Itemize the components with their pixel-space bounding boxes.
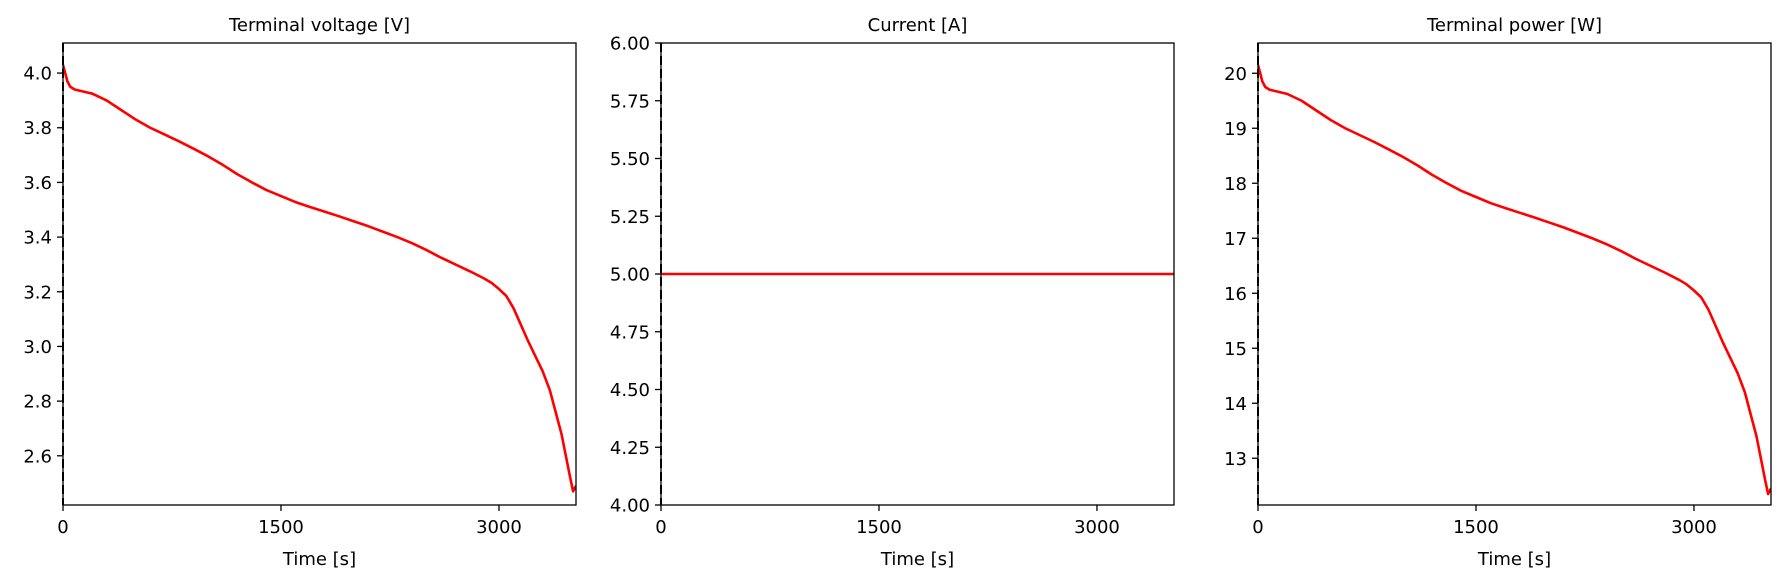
power-panel-xtick-label: 3000 [1671, 517, 1717, 538]
voltage-panel-ytick-label: 2.6 [23, 446, 52, 467]
current-panel-marks: 0 1500 3000 4.00 4.25 4.50 4.75 5.00 5.25 5.50 5.7… [610, 34, 1175, 538]
current-panel-ytick-label: 5.00 [610, 265, 650, 286]
current-panel-ytick-label: 4.50 [610, 380, 650, 401]
power-panel-xtick-label: 0 [1252, 517, 1263, 538]
current-panel-ytick-label: 5.50 [610, 149, 650, 170]
power-panel-ytick-label: 17 [1224, 229, 1247, 250]
voltage-panel-ytick-label: 3.6 [23, 173, 52, 194]
current-panel-ytick-label: 4.00 [610, 496, 650, 517]
power-panel-axes-frame [1257, 42, 1772, 506]
voltage-panel-xtick-label: 1500 [258, 517, 304, 538]
voltage-panel-ytick-label: 3.2 [23, 282, 52, 303]
voltage-panel-ytick-label: 2.8 [23, 392, 52, 413]
voltage-panel-ytick-label: 3.0 [23, 337, 52, 358]
power-panel-ytick-label: 14 [1224, 394, 1247, 415]
current-panel-title: Current [A] [868, 15, 968, 36]
current-panel-xtick-label: 0 [655, 517, 666, 538]
current-panel-ytick-label: 4.75 [610, 322, 650, 343]
current-panel-ytick-label: 4.25 [610, 438, 650, 459]
current-panel-xlabel: Time [s] [880, 549, 954, 570]
current-panel-ytick-label: 6.00 [610, 34, 650, 55]
voltage-panel-xlabel: Time [s] [282, 549, 356, 570]
current-panel-ytick-label: 5.25 [610, 207, 650, 228]
current-panel-xtick-label: 1500 [856, 517, 902, 538]
current-panel-xtick-label: 3000 [1074, 517, 1120, 538]
power-panel-ytick-label: 19 [1224, 119, 1247, 140]
current-panel: Current [A] Time [s] 0 1500 3000 4.00 4.25 4.… [610, 15, 1175, 570]
voltage-panel: Terminal voltage [V] Time [s] 0 1500 3000 2… [23, 15, 577, 570]
power-panel-xlabel: Time [s] [1477, 549, 1551, 570]
current-panel-ytick-label: 5.75 [610, 91, 650, 112]
power-panel-xtick-label: 1500 [1453, 517, 1499, 538]
power-panel-ytick-label: 15 [1224, 339, 1247, 360]
voltage-panel-series-line [63, 64, 576, 493]
voltage-panel-marks: 0 1500 3000 2.6 2.8 3.0 3.2 3.4 3.6 3.8 4.0 [23, 42, 577, 538]
power-panel: Terminal power [W] Time [s] 0 1500 3000 13 1… [1224, 15, 1772, 570]
voltage-panel-title: Terminal voltage [V] [228, 15, 410, 36]
power-panel-ytick-label: 13 [1224, 449, 1247, 470]
voltage-panel-xtick-label: 3000 [476, 517, 522, 538]
voltage-panel-axes-frame [62, 42, 577, 506]
power-panel-ytick-label: 18 [1224, 174, 1247, 195]
voltage-panel-ytick-label: 3.8 [23, 118, 52, 139]
voltage-panel-xtick-label: 0 [57, 517, 68, 538]
power-panel-title: Terminal power [W] [1426, 15, 1602, 36]
voltage-panel-ytick-label: 4.0 [23, 64, 52, 85]
power-panel-ytick-label: 16 [1224, 284, 1247, 305]
power-panel-series-line [1258, 64, 1771, 496]
power-panel-ytick-label: 20 [1224, 64, 1247, 85]
voltage-panel-ytick-label: 3.4 [23, 228, 52, 249]
power-panel-marks: 0 1500 3000 13 14 15 16 17 18 19 20 [1224, 42, 1772, 538]
